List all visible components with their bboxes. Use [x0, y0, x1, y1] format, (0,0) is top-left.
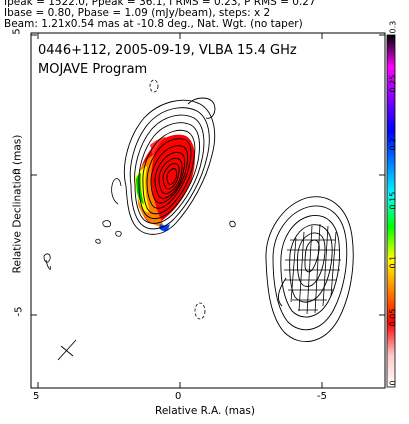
y-tick-label: -5	[13, 306, 25, 317]
header-line-3: Beam: 1.21x0.54 mas at -10.8 deg., Nat. …	[4, 18, 303, 30]
header-line-1: Ipeak = 1522.0, Ppeak = 36.1, I RMS = 0.…	[4, 0, 316, 8]
x-axis-label: Relative R.A. (mas)	[155, 405, 255, 417]
noise-contours	[43, 79, 236, 320]
x-tick-label: 0	[175, 391, 182, 402]
colorbar-tick-label: 0.25	[389, 74, 398, 92]
plot-title: 0446+112, 2005-09-19, VLBA 15.4 GHz	[38, 43, 297, 58]
colorbar-tick-label: 0	[389, 380, 398, 385]
colorbar-tick-label: 0.15	[389, 192, 398, 210]
header-line-2: Ibase = 0.80, Pbase = 1.09 (mJy/beam), s…	[4, 7, 271, 19]
plot-subtitle: MOJAVE Program	[38, 62, 148, 77]
y-axis-label: Relative Declination (mas)	[11, 134, 24, 274]
x-tick-label: 5	[33, 391, 40, 402]
colorbar-tick-label: 0.3	[388, 20, 398, 34]
plot-frame	[30, 32, 386, 389]
y-tick-label: 5	[11, 28, 23, 35]
evpa-vectors	[284, 223, 341, 315]
axis-ticks	[31, 33, 385, 388]
x-tick-label: -5	[317, 391, 327, 402]
colorbar-tick-label: 0.1	[389, 255, 398, 268]
core-contours	[111, 97, 216, 235]
colorbar	[386, 34, 396, 388]
y-tick-label: 0	[11, 168, 23, 175]
image-area	[43, 79, 354, 361]
beam-ellipse	[57, 339, 77, 361]
